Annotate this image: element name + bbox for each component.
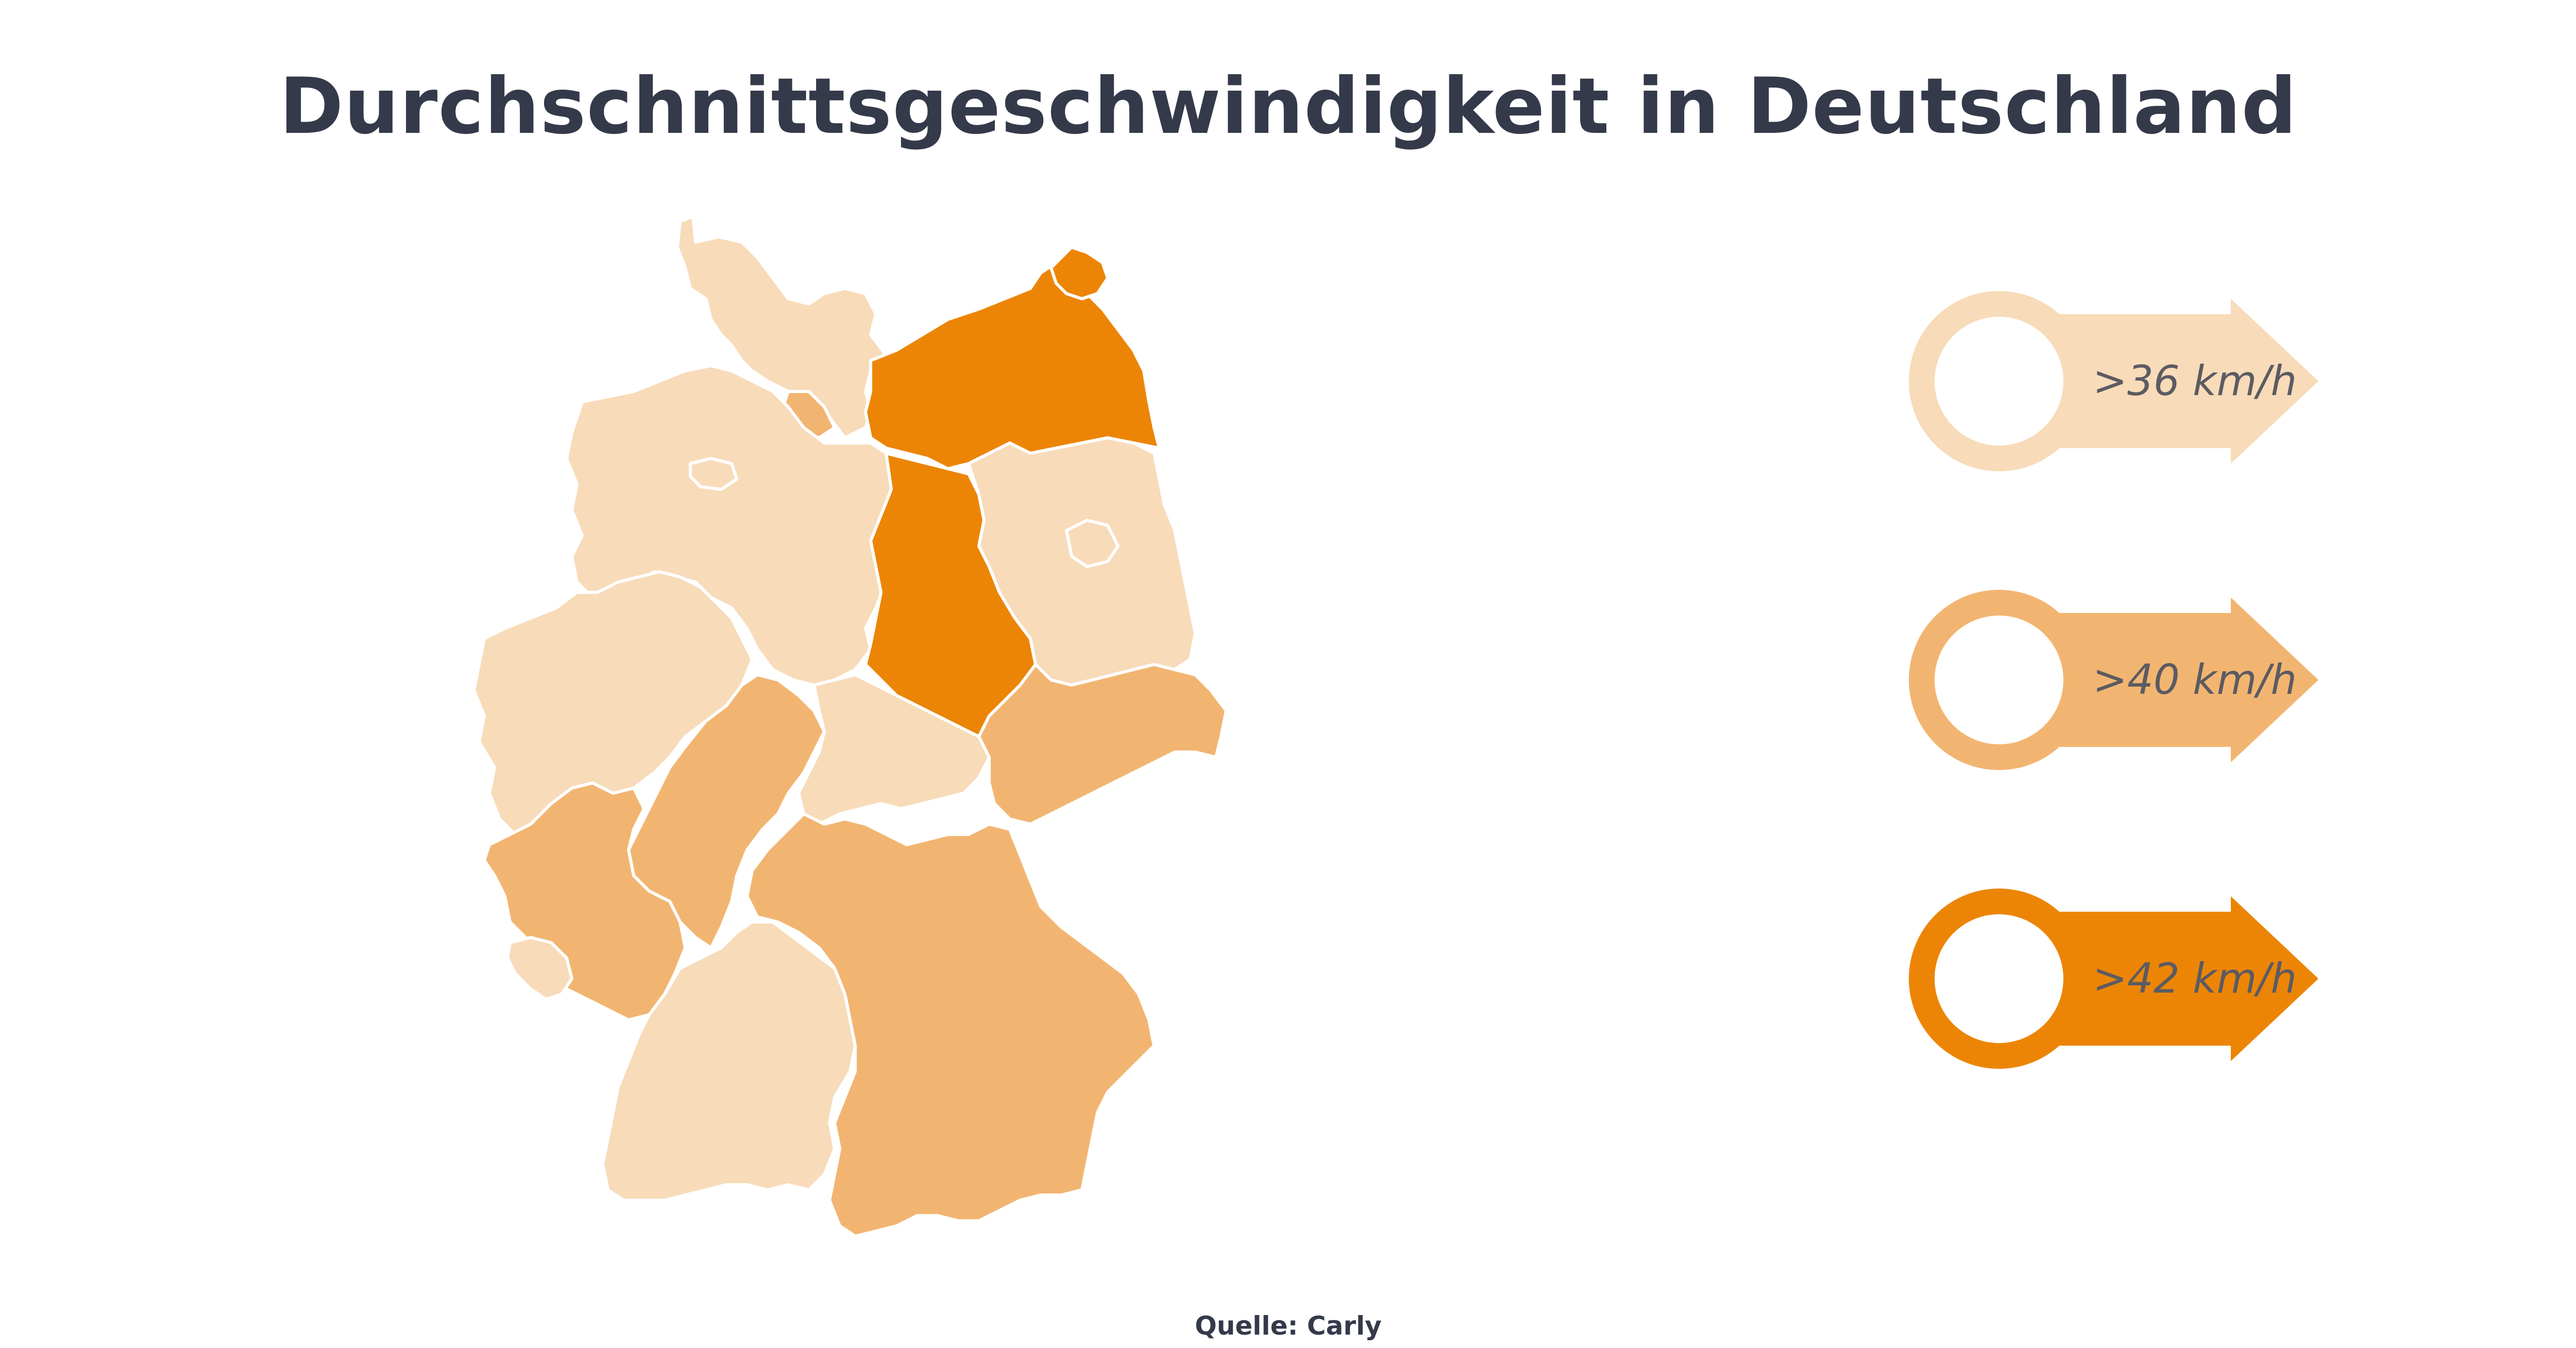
page-title: Durchschnittsgeschwindigkeit in Deutschl… <box>279 62 2297 151</box>
region-sachsen <box>977 663 1228 826</box>
legend-label: >36 km/h <box>2092 357 2297 405</box>
region-hessen <box>627 673 826 949</box>
germany-map <box>472 215 1228 1238</box>
legend-item: >42 km/h <box>1906 886 2349 1071</box>
region-nordrhein-westfalen <box>472 570 754 836</box>
legend-label: >42 km/h <box>2092 954 2297 1002</box>
region-niedersachsen <box>565 364 898 687</box>
legend-marker-light <box>1909 291 2318 471</box>
legend-item: >40 km/h <box>1906 587 2349 773</box>
region-mecklenburg-vorpommern <box>864 261 1161 470</box>
legend-marker-medium <box>1909 590 2318 770</box>
region-berlin <box>1065 519 1120 568</box>
region-bremen <box>689 457 738 491</box>
legend-label: >40 km/h <box>2092 656 2297 704</box>
region-ruegen <box>1049 246 1109 300</box>
source-note: Quelle: Carly <box>1195 1311 1382 1341</box>
map-legend: >36 km/h >40 km/h >42 km/h <box>1906 288 2349 1082</box>
region-bayern <box>745 812 1156 1238</box>
legend-marker-dark <box>1909 889 2318 1069</box>
region-saarland <box>506 936 573 1001</box>
legend-item: >36 km/h <box>1906 288 2349 474</box>
region-baden-wuerttemberg <box>601 920 857 1202</box>
